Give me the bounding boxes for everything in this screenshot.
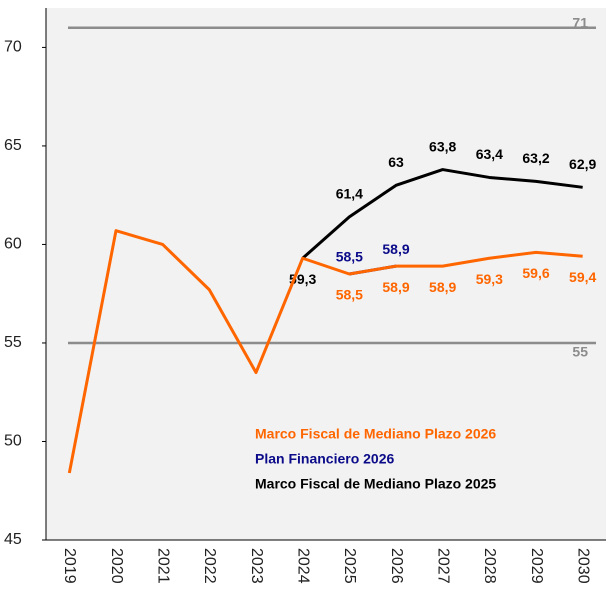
- data-label: 59,3: [476, 271, 503, 287]
- data-label: 62,9: [569, 156, 596, 172]
- x-tick-label: 2028: [481, 548, 498, 584]
- data-label: 63: [388, 154, 404, 170]
- legend-entry: Marco Fiscal de Mediano Plazo 2025: [255, 476, 496, 492]
- y-tick-label: 70: [4, 39, 22, 56]
- x-tick-label: 2022: [201, 548, 218, 584]
- x-tick-label: 2026: [388, 548, 405, 584]
- data-label: 58,5: [336, 287, 363, 303]
- x-tick-label: 2027: [434, 548, 451, 584]
- x-tick-label: 2025: [341, 548, 358, 584]
- x-tick-label: 2024: [294, 548, 311, 584]
- x-tick-label: 2029: [528, 548, 545, 584]
- data-label: 58,9: [382, 241, 409, 257]
- data-label: 58,9: [429, 279, 456, 295]
- x-tick-label: 2020: [108, 548, 125, 584]
- data-label: 58,9: [382, 279, 409, 295]
- y-tick-label: 65: [4, 137, 22, 154]
- x-tick-label: 2019: [61, 548, 78, 584]
- reference-label: 71: [572, 14, 588, 30]
- x-tick-label: 2021: [154, 548, 171, 584]
- y-tick-label: 50: [4, 433, 22, 450]
- plot-area: [46, 8, 606, 540]
- legend-entry: Plan Financiero 2026: [255, 451, 394, 467]
- line-series: [67, 229, 583, 474]
- y-tick-label: 60: [4, 236, 22, 253]
- data-label: 63,2: [522, 150, 549, 166]
- data-label: 59,6: [522, 265, 549, 281]
- data-label: 63,8: [429, 138, 456, 154]
- y-tick-label: 45: [4, 531, 22, 548]
- y-tick-label: 55: [4, 334, 22, 351]
- reference-label: 55: [572, 344, 588, 360]
- x-tick-label: 2030: [574, 548, 591, 584]
- data-label: 58,5: [336, 249, 363, 265]
- x-tick-label: 2023: [248, 548, 265, 584]
- legend-entry: Marco Fiscal de Mediano Plazo 2026: [255, 426, 496, 442]
- line-series: [301, 168, 583, 260]
- data-label: 61,4: [336, 186, 363, 202]
- data-label: 59,4: [569, 269, 596, 285]
- data-label: 63,4: [476, 146, 503, 162]
